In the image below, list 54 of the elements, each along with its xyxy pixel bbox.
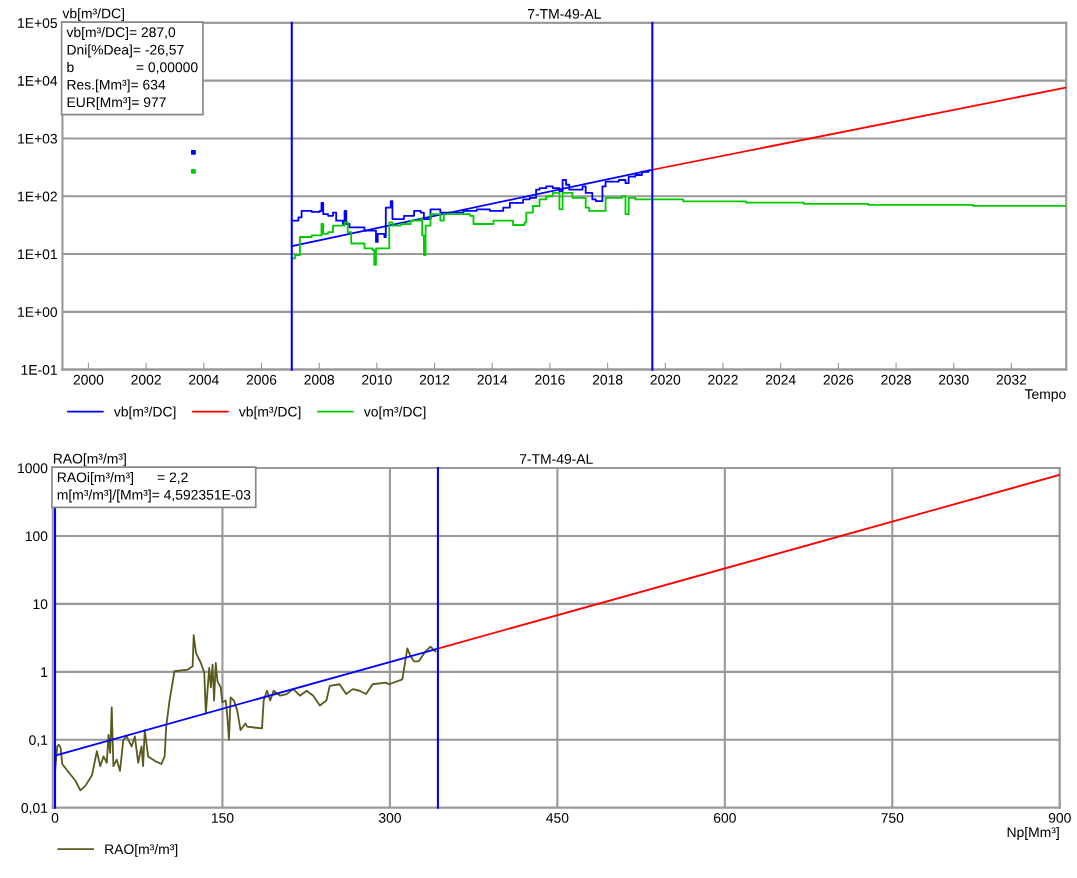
x-axis-title: Tempo bbox=[1024, 389, 1066, 402]
y-tick-label: 1E-01 bbox=[21, 364, 57, 375]
x-tick-label: 2000 bbox=[73, 374, 104, 385]
legend-label: vb[m³/DC] bbox=[238, 406, 301, 420]
y-tick-label: 0,1 bbox=[29, 735, 48, 747]
annotation: Res.[Mm³]= 634 bbox=[67, 79, 166, 93]
x-tick-label: 2014 bbox=[477, 374, 508, 385]
x-tick-label: 2026 bbox=[823, 374, 854, 385]
y-tick-label: 100 bbox=[25, 531, 48, 542]
legend-label: vb[m³/DC] bbox=[113, 406, 176, 420]
y-tick-label: 1 bbox=[41, 667, 48, 677]
x-tick-label: 600 bbox=[713, 812, 736, 823]
x-tick-label: 2004 bbox=[189, 374, 219, 385]
y-tick-label: 1E+02 bbox=[18, 191, 57, 202]
x-tick-label: 2022 bbox=[708, 374, 738, 385]
legend-label: vo[m³/DC] bbox=[363, 406, 426, 420]
x-tick-label: 300 bbox=[378, 812, 401, 823]
x-tick-label: 0 bbox=[51, 812, 59, 823]
x-tick-label: 750 bbox=[881, 812, 904, 823]
y-tick-label: 10 bbox=[33, 599, 48, 610]
x-tick-label: 2028 bbox=[881, 374, 911, 385]
x-tick-label: 2012 bbox=[419, 374, 450, 385]
x-tick-label: 150 bbox=[211, 812, 234, 823]
x-tick-label: 450 bbox=[546, 812, 569, 823]
chart-title: 7-TM-49-AL bbox=[519, 454, 593, 464]
x-tick-label: 2006 bbox=[246, 374, 277, 385]
x-tick-label: 2032 bbox=[996, 374, 1027, 385]
annotation: b = 0,00000 bbox=[67, 61, 198, 74]
x-tick-label: 2018 bbox=[592, 374, 623, 385]
y-axis-title: vb[m³/DC] bbox=[62, 8, 124, 22]
annotation: m[m³/m³]/[Mm³]= 4,592351E-03 bbox=[57, 489, 251, 503]
annotation: EUR[Mm³]= 977 bbox=[67, 96, 166, 110]
legend-label: RAO[m³/m³] bbox=[105, 843, 178, 857]
annotation: vb[m³/DC]= 287,0 bbox=[66, 26, 176, 40]
x-tick-label: 900 bbox=[1048, 812, 1071, 823]
annotation: Dni[%Dea]= -26,57 bbox=[67, 44, 184, 58]
y-axis-title: RAO[m³/m³] bbox=[53, 453, 126, 467]
y-tick-label: 1000 bbox=[18, 463, 48, 474]
x-tick-label: 2010 bbox=[362, 374, 392, 385]
y-tick-label: 1E+01 bbox=[18, 249, 57, 260]
x-tick-label: 2020 bbox=[650, 374, 681, 385]
chart-title: 7-TM-49-AL bbox=[528, 8, 601, 19]
y-tick-label: 1E+04 bbox=[18, 75, 58, 86]
annotation: RAOi[m³/m³] = 2,2 bbox=[57, 472, 188, 485]
x-tick-label: 2024 bbox=[765, 374, 796, 385]
y-tick-label: 1E+00 bbox=[18, 307, 58, 318]
x-axis-title: Np[Mm³] bbox=[1007, 826, 1059, 840]
x-tick-label: 2016 bbox=[535, 374, 565, 385]
y-tick-label: 1E+05 bbox=[18, 18, 58, 28]
y-tick-label: 1E+03 bbox=[18, 133, 57, 144]
y-tick-label: 0,01 bbox=[21, 803, 48, 815]
x-tick-label: 2008 bbox=[304, 374, 335, 385]
x-tick-label: 2002 bbox=[131, 374, 161, 385]
x-tick-label: 2030 bbox=[938, 374, 969, 385]
